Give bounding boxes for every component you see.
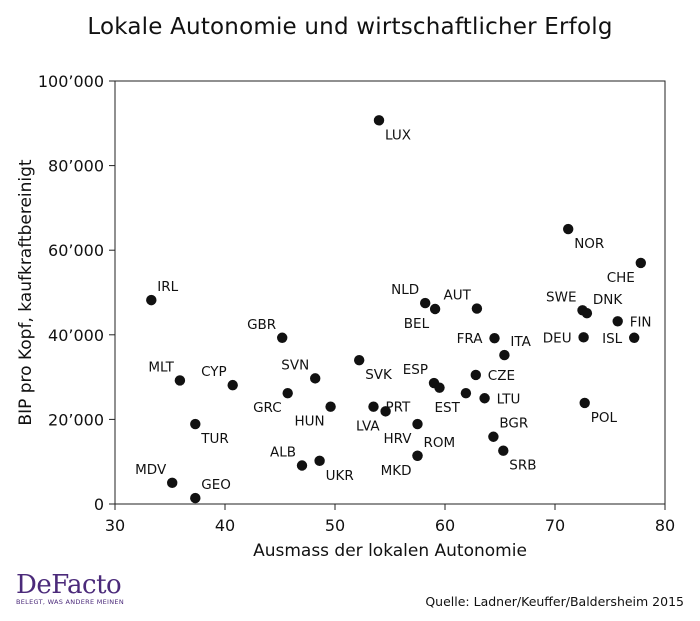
x-tick-label: 60: [435, 516, 455, 535]
point-label: HRV: [383, 431, 412, 447]
data-point: [380, 406, 391, 417]
data-point: [635, 257, 646, 269]
y-axis-label: BIP pro Kopf, kaufkraftbereinigt: [16, 159, 36, 425]
point-label: FRA: [457, 331, 484, 347]
data-point: [579, 397, 590, 409]
data-point: [471, 303, 483, 314]
y-tick-label: 60’000: [48, 241, 104, 260]
data-point: [310, 373, 321, 384]
chart-title: Lokale Autonomie und wirtschaftlicher Er…: [87, 14, 613, 40]
y-tick-label: 20’000: [48, 410, 104, 429]
point-label: TUR: [200, 431, 229, 447]
point-label: ROM: [424, 435, 456, 451]
data-point: [412, 450, 423, 461]
point-label: FIN: [630, 314, 652, 330]
data-point: [412, 418, 423, 430]
data-point: [563, 223, 574, 235]
point-label: POL: [591, 410, 618, 426]
point-label: CZE: [488, 368, 515, 384]
data-point: [498, 445, 509, 456]
logo-text: DeFacto: [16, 570, 122, 600]
point-label: MKD: [381, 463, 412, 479]
data-point: [470, 369, 481, 381]
y-tick-label: 40’000: [48, 326, 104, 345]
data-point: [354, 354, 365, 366]
point-label: ISL: [602, 331, 623, 347]
x-tick-label: 40: [215, 516, 235, 535]
y-tick-label: 0: [94, 495, 104, 514]
point-label: GEO: [201, 477, 231, 493]
point-label: NOR: [574, 236, 604, 252]
point-label: ALB: [270, 445, 296, 461]
data-point: [629, 332, 640, 343]
data-point: [146, 294, 157, 306]
point-label: HUN: [294, 414, 324, 430]
x-tick-label: 50: [325, 516, 345, 535]
point-label: SVK: [365, 367, 393, 383]
data-point: [581, 308, 593, 319]
point-label: EST: [435, 400, 461, 416]
data-point: [489, 332, 500, 344]
point-label: MDV: [135, 462, 167, 478]
point-label: GRC: [253, 400, 282, 416]
point-label: IRL: [157, 279, 178, 295]
point-label: MLT: [148, 359, 174, 375]
data-point: [368, 401, 379, 412]
point-label: CYP: [201, 364, 227, 380]
point-label: BGR: [499, 416, 528, 432]
data-point: [612, 316, 623, 327]
x-axis-label: Ausmass der lokalen Autonomie: [253, 541, 527, 561]
x-tick-label: 70: [545, 516, 565, 535]
data-point: [227, 379, 238, 391]
data-point: [460, 387, 472, 399]
point-label: DEU: [543, 330, 572, 346]
point-label: SWE: [546, 289, 576, 305]
data-point: [174, 375, 186, 386]
point-label: ITA: [510, 334, 531, 350]
data-point: [373, 115, 385, 126]
data-point: [167, 477, 178, 489]
point-label: LVA: [356, 418, 380, 434]
x-tick-label: 30: [105, 516, 125, 535]
data-point: [277, 332, 288, 343]
source-note: Quelle: Ladner/Keuffer/Baldersheim 2015: [425, 594, 684, 609]
y-tick-label: 80’000: [48, 157, 104, 176]
data-point: [282, 387, 293, 399]
point-label: UKR: [326, 468, 354, 484]
data-point: [499, 349, 510, 361]
point-label: AUT: [444, 288, 472, 304]
plot-frame: [114, 80, 666, 505]
data-point: [190, 418, 201, 430]
point-label: ESP: [403, 362, 428, 378]
data-point: [434, 382, 445, 393]
data-point: [190, 492, 201, 504]
point-label: LTU: [497, 391, 521, 407]
data-point: [420, 297, 431, 309]
point-label: NLD: [391, 282, 419, 298]
point-label: PRT: [386, 400, 412, 416]
logo-tagline: BELEGT, WAS ANDERE MEINEN: [16, 598, 124, 606]
y-tick-label: 100’000: [38, 72, 104, 91]
data-point: [479, 393, 490, 404]
x-tick-label: 80: [655, 516, 675, 535]
data-point: [314, 455, 325, 467]
point-label: SRB: [509, 458, 536, 474]
point-label: GBR: [247, 317, 276, 333]
data-point: [296, 460, 308, 471]
brand-logo: DeFacto BELEGT, WAS ANDERE MEINEN: [16, 572, 124, 606]
data-point: [488, 431, 499, 442]
point-label: BEL: [404, 316, 430, 332]
point-label: CHE: [607, 270, 635, 286]
point-label: SVN: [281, 357, 309, 373]
point-label: LUX: [385, 127, 411, 143]
data-point: [578, 332, 589, 343]
data-point: [325, 401, 336, 412]
point-label: DNK: [593, 292, 623, 308]
data-point: [429, 303, 441, 315]
